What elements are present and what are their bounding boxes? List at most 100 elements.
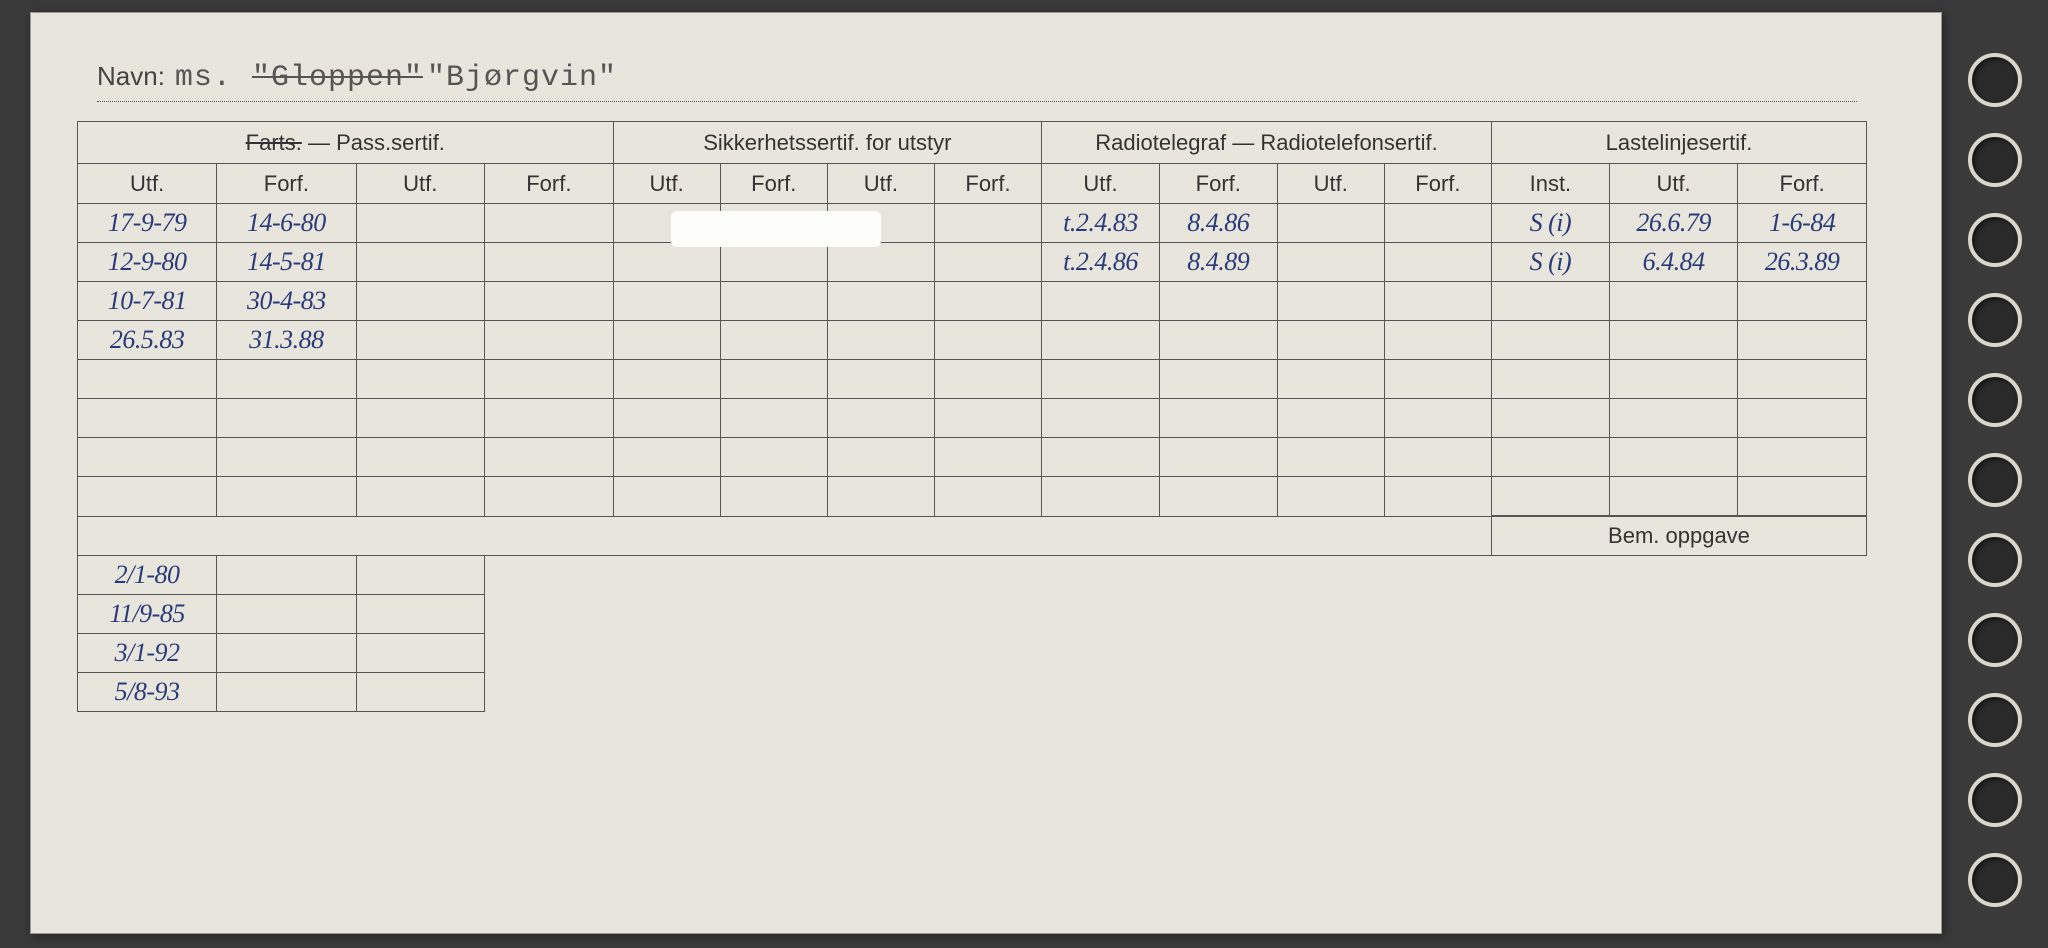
cell-las_f: 26.3.89 — [1738, 243, 1867, 282]
cell-rad_f1 — [1159, 438, 1277, 477]
col-rad-forf2: Forf. — [1384, 164, 1491, 204]
cell-sik_u2 — [827, 477, 934, 517]
group-radio-header: Radiotelegraf — Radiotelefonsertif. — [1042, 122, 1492, 164]
cell-rad_u1 — [1042, 321, 1160, 360]
cell-pass_f2 — [485, 477, 614, 517]
correction-blot — [671, 211, 881, 247]
name-line: Navn: ms. "Gloppen" "Bjørgvin" — [97, 61, 1857, 102]
cell-pass_f1: 14-5-81 — [217, 243, 356, 282]
cell-sik_u1 — [613, 360, 720, 399]
typed-ms: ms. — [175, 61, 232, 95]
cell-rad_f2 — [1384, 321, 1491, 360]
group-laste-header: Lastelinjesertif. — [1491, 122, 1866, 164]
cell-sik_f1 — [720, 282, 827, 321]
cell-pass_u1 — [78, 477, 217, 517]
cell-sik_f2 — [934, 477, 1041, 517]
binder-hole — [1968, 853, 2022, 907]
cell-pass_f2 — [485, 243, 614, 282]
bem-cell: 11/9-85 — [78, 595, 217, 634]
cell-pass_u2 — [356, 399, 485, 438]
cell-pass_u1: 12-9-80 — [78, 243, 217, 282]
cell-las_u — [1609, 360, 1738, 399]
bem-cell — [217, 673, 356, 712]
binder-hole — [1968, 373, 2022, 427]
cell-sik_f2 — [934, 282, 1041, 321]
table-row — [78, 399, 1867, 438]
cell-rad_u1 — [1042, 477, 1160, 517]
cell-rad_u1 — [1042, 438, 1160, 477]
binder-hole — [1968, 693, 2022, 747]
cell-pass_f1: 31.3.88 — [217, 321, 356, 360]
cell-rad_u2 — [1277, 399, 1384, 438]
table-row: 10-7-8130-4-83 — [78, 282, 1867, 321]
cell-pass_f2 — [485, 360, 614, 399]
cell-pass_u1 — [78, 438, 217, 477]
cell-las_i: S (i) — [1491, 204, 1609, 243]
col-sik-forf2: Forf. — [934, 164, 1041, 204]
cell-pass_f2 — [485, 321, 614, 360]
col-sik-utf2: Utf. — [827, 164, 934, 204]
cell-rad_u2 — [1277, 438, 1384, 477]
cell-rad_f2 — [1384, 360, 1491, 399]
bem-cell — [356, 634, 485, 673]
cell-pass_u2 — [356, 243, 485, 282]
cell-pass_f1 — [217, 477, 356, 517]
cell-rad_u1: t.2.4.86 — [1042, 243, 1160, 282]
cell-las_f — [1738, 321, 1867, 360]
cell-las_i — [1491, 282, 1609, 321]
cell-pass_f2 — [485, 438, 614, 477]
empty-lower-block — [78, 516, 1492, 556]
cell-las_u — [1609, 477, 1738, 517]
table-row — [78, 438, 1867, 477]
cell-pass_f2 — [485, 282, 614, 321]
cell-sik_u2 — [827, 399, 934, 438]
cell-rad_u2 — [1277, 321, 1384, 360]
bem-row: 5/8-93 — [78, 673, 1867, 712]
cell-pass_f1: 14-6-80 — [217, 204, 356, 243]
cell-las_f — [1738, 399, 1867, 438]
cell-pass_u2 — [356, 360, 485, 399]
cell-pass_u1 — [78, 360, 217, 399]
cell-las_u: 6.4.84 — [1609, 243, 1738, 282]
cell-las_u — [1609, 399, 1738, 438]
typed-name: "Bjørgvin" — [427, 61, 617, 95]
col-las-inst: Inst. — [1491, 164, 1609, 204]
cell-rad_f2 — [1384, 282, 1491, 321]
col-pass-utf1: Utf. — [78, 164, 217, 204]
bem-oppgave-header: Bem. oppgave — [1491, 516, 1866, 556]
cell-sik_f1 — [720, 360, 827, 399]
binder-hole — [1968, 293, 2022, 347]
cell-rad_f1 — [1159, 399, 1277, 438]
bem-cell — [356, 595, 485, 634]
binder-hole — [1968, 453, 2022, 507]
cell-pass_f1 — [217, 399, 356, 438]
cell-las_f: 1-6-84 — [1738, 204, 1867, 243]
navn-label: Navn: — [97, 61, 165, 92]
cell-sik_u1 — [613, 321, 720, 360]
table-row: 26.5.8331.3.88 — [78, 321, 1867, 360]
bem-cell — [217, 556, 356, 595]
cell-sik_f2 — [934, 243, 1041, 282]
cell-sik_u2 — [827, 321, 934, 360]
bem-cell: 2/1-80 — [78, 556, 217, 595]
cell-sik_f2 — [934, 360, 1041, 399]
cell-rad_u1: t.2.4.83 — [1042, 204, 1160, 243]
cell-pass_u1 — [78, 399, 217, 438]
card-table-area: Farts. — Pass.sertif. Sikkerhetssertif. … — [77, 121, 1867, 712]
cell-pass_f2 — [485, 204, 614, 243]
index-card: Navn: ms. "Gloppen" "Bjørgvin" Farts. — … — [30, 12, 1942, 934]
cell-rad_f1 — [1159, 282, 1277, 321]
cell-rad_u2 — [1277, 282, 1384, 321]
cell-las_i — [1491, 438, 1609, 477]
cell-sik_u1 — [613, 438, 720, 477]
cell-rad_f1 — [1159, 360, 1277, 399]
cell-sik_u1 — [613, 399, 720, 438]
cell-rad_u1 — [1042, 360, 1160, 399]
table-row — [78, 360, 1867, 399]
cell-sik_f1 — [720, 438, 827, 477]
cell-pass_f1: 30-4-83 — [217, 282, 356, 321]
cell-sik_u2 — [827, 243, 934, 282]
table-row: 12-9-8014-5-81t.2.4.868.4.89S (i)6.4.842… — [78, 243, 1867, 282]
cell-rad_u1 — [1042, 282, 1160, 321]
cell-pass_u2 — [356, 321, 485, 360]
